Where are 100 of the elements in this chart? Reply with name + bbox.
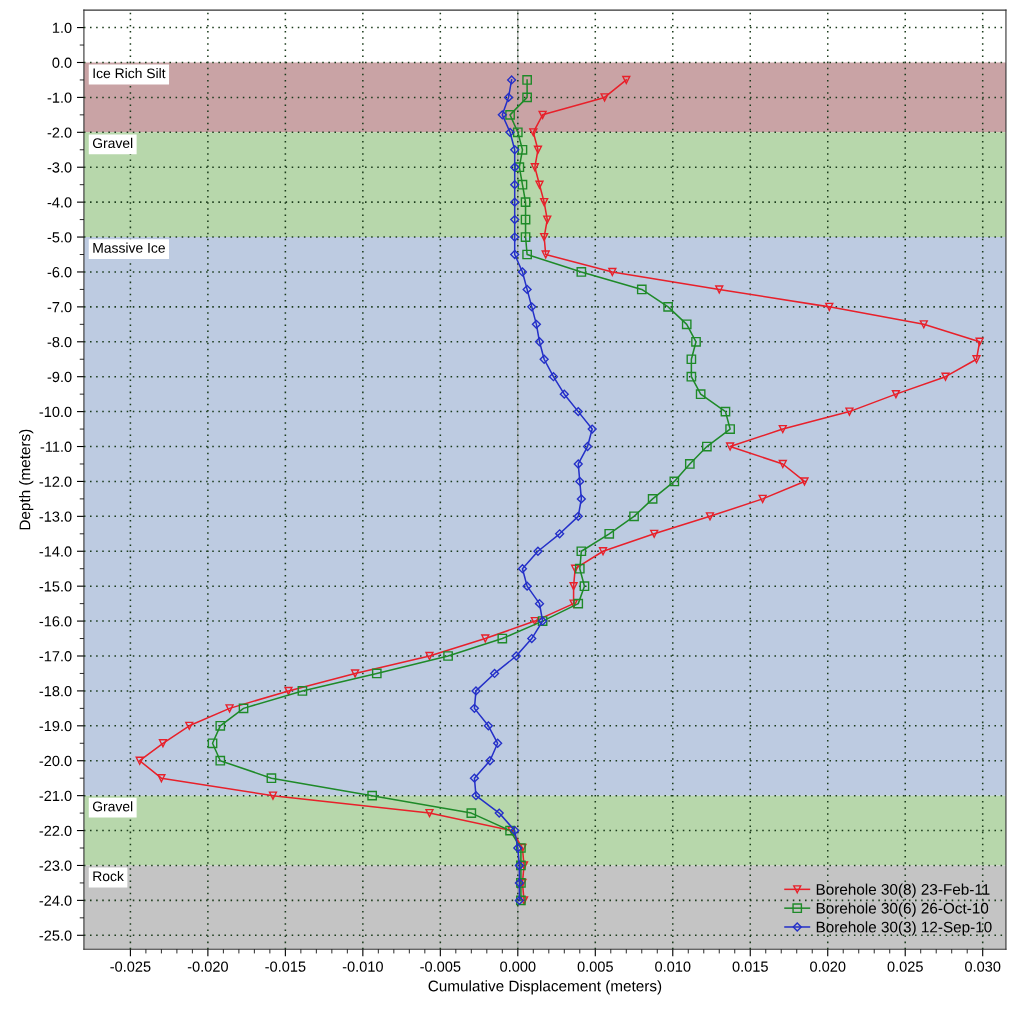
point [533, 145, 543, 154]
point [576, 546, 587, 557]
point [511, 651, 521, 661]
point [469, 703, 480, 713]
point [778, 424, 787, 434]
point [512, 127, 523, 138]
point [481, 634, 490, 643]
legend-label: Borehole 30(3) 12-Sep-10 [816, 921, 992, 936]
y-tick-label: -20.0 [39, 755, 72, 767]
point [569, 582, 578, 591]
band-label: Gravel [92, 801, 133, 812]
point [505, 127, 515, 137]
y-tick-label: -11.0 [40, 441, 72, 452]
y-tick-label: -21.0 [39, 790, 72, 802]
point [541, 250, 550, 259]
point [587, 424, 597, 434]
point [268, 791, 278, 800]
point [725, 424, 735, 434]
point [575, 476, 585, 487]
point [497, 633, 508, 644]
y-tick-label: -2.0 [47, 127, 72, 138]
point [778, 459, 787, 469]
y-tick-label: -13.0 [39, 511, 72, 522]
point [157, 774, 166, 783]
x-tick-label: 0.000 [500, 961, 536, 972]
point [720, 406, 731, 417]
y-tick-label: -1.0 [47, 92, 72, 103]
x-tick-label: 0.030 [965, 961, 1001, 972]
point [466, 808, 477, 818]
point [972, 355, 981, 364]
point [535, 180, 544, 189]
point [608, 267, 617, 277]
point [503, 92, 514, 103]
point [569, 599, 578, 608]
point [702, 441, 712, 452]
point [371, 668, 382, 679]
x-tick-label: -0.015 [265, 961, 306, 972]
point [510, 180, 520, 190]
point [686, 354, 697, 365]
point [505, 109, 515, 120]
point [471, 791, 481, 801]
point [573, 406, 583, 417]
point [207, 738, 218, 749]
x-tick-label: -0.020 [187, 961, 228, 972]
point [284, 686, 293, 696]
band-label: Rock [93, 871, 124, 882]
point [600, 93, 609, 102]
y-tick-label: -3.0 [47, 162, 72, 173]
point [367, 790, 378, 801]
point [530, 163, 540, 172]
x-axis-title: Cumulative Displacement (meters) [428, 980, 662, 995]
point [215, 755, 226, 766]
legend-label: Borehole 30(8) 23-Feb-11 [816, 883, 990, 898]
point [845, 407, 854, 416]
y-tick-label: -16.0 [39, 616, 72, 627]
legend-label: Borehole 30(6) 26-Oct-10 [816, 902, 989, 917]
point [494, 808, 504, 818]
x-tick-label: 0.020 [810, 961, 846, 972]
point [527, 633, 537, 644]
point [522, 75, 532, 85]
y-tick-label: -8.0 [47, 336, 72, 348]
point [582, 441, 593, 452]
point [681, 319, 692, 330]
point [570, 564, 580, 573]
x-tick-label: 0.005 [577, 961, 613, 972]
point [510, 162, 520, 172]
y-tick-label: -4.0 [47, 197, 72, 208]
band-label: Ice Rich Silt [93, 68, 166, 79]
x-tick-label: -0.010 [342, 961, 383, 972]
point [443, 651, 453, 661]
point [158, 739, 168, 748]
y-tick-label: -18.0 [39, 686, 72, 697]
y-tick-label: -14.0 [39, 546, 72, 557]
point [485, 756, 495, 766]
y-tick-label: 1.0 [52, 22, 72, 33]
y-tick-label: -19.0 [39, 720, 72, 732]
point [539, 232, 549, 242]
point [522, 92, 532, 103]
y-tick-label: 0.0 [52, 57, 72, 68]
point [489, 668, 500, 679]
y-tick-label: -24.0 [39, 895, 72, 906]
point [758, 494, 767, 504]
point [517, 144, 528, 155]
point [510, 145, 520, 155]
y-tick-label: -23.0 [39, 860, 72, 871]
x-tick-label: -0.005 [420, 961, 461, 972]
point [538, 110, 547, 120]
y-tick-label: -22.0 [39, 825, 72, 836]
point [705, 512, 715, 521]
y-tick-label: -10.0 [39, 406, 72, 418]
point [215, 720, 226, 731]
point [691, 336, 701, 347]
point [574, 563, 585, 574]
point [520, 197, 531, 207]
point [647, 494, 658, 504]
x-tick-label: 0.010 [655, 961, 691, 972]
y-tick-label: -6.0 [47, 267, 72, 278]
point [573, 459, 583, 469]
point [469, 773, 480, 783]
point [522, 249, 532, 260]
